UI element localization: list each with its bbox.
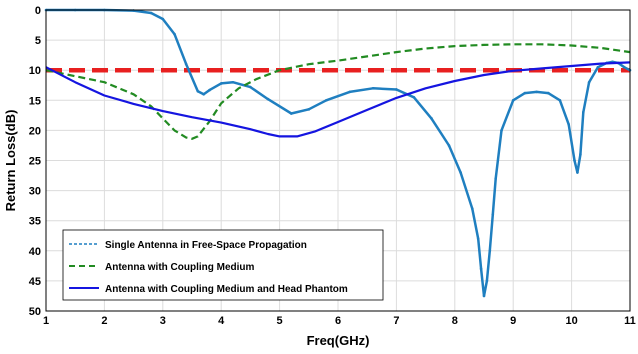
legend: Single Antenna in Free-Space Propagation… xyxy=(62,229,384,301)
legend-entry-free-space: Single Antenna in Free-Space Propagation xyxy=(69,240,307,251)
data-point-free-space xyxy=(231,80,235,84)
y-tick-label: 0 xyxy=(35,5,41,17)
legend-box xyxy=(62,229,384,301)
legend-label-free-space: Single Antenna in Free-Space Propagation xyxy=(105,240,307,251)
data-point-free-space xyxy=(511,99,515,102)
series-lines xyxy=(44,8,632,298)
y-tick-label: 15 xyxy=(29,95,41,107)
data-point-free-space xyxy=(488,249,492,253)
legend-entry-coupling-medium: Antenna with Coupling Medium xyxy=(69,262,255,273)
y-tick-label: 20 xyxy=(29,125,41,137)
y-axis-ticks: 0 5 10 15 20 25 30 35 40 45 50 xyxy=(29,5,41,318)
data-point-free-space xyxy=(535,90,538,94)
y-axis-title: Return Loss(dB) xyxy=(3,110,18,212)
data-point-free-space xyxy=(622,65,626,69)
y-tick-label: 45 xyxy=(29,276,41,288)
data-point-free-space xyxy=(307,108,311,111)
x-tick-label: 6 xyxy=(335,315,341,327)
data-point-free-space xyxy=(219,82,223,85)
data-point-free-space xyxy=(587,80,591,84)
data-point-free-space xyxy=(395,88,398,91)
data-point-free-space xyxy=(579,153,582,156)
data-point-free-space xyxy=(266,97,270,101)
x-tick-label: 7 xyxy=(393,315,399,327)
data-point-free-space xyxy=(459,171,462,174)
data-point-free-space xyxy=(371,86,375,90)
data-point-free-space xyxy=(348,90,351,94)
data-point-free-space xyxy=(173,32,176,36)
data-point-free-space xyxy=(325,99,328,102)
y-tick-label: 30 xyxy=(29,186,41,198)
x-tick-label: 10 xyxy=(565,315,577,327)
data-point-free-space xyxy=(581,111,585,114)
y-tick-label: 40 xyxy=(29,246,41,258)
x-tick-label: 3 xyxy=(160,315,166,327)
y-tick-label: 25 xyxy=(29,156,41,168)
x-tick-label: 4 xyxy=(218,315,225,327)
data-point-free-space xyxy=(430,117,433,120)
y-tick-label: 35 xyxy=(29,216,41,228)
plot-frame xyxy=(45,9,631,312)
data-point-free-space xyxy=(476,237,480,241)
data-point-free-space xyxy=(576,171,579,174)
y-tick-label: 5 xyxy=(35,35,41,47)
data-point-free-space xyxy=(161,17,165,21)
x-tick-label: 1 xyxy=(43,315,49,327)
data-point-free-space xyxy=(482,294,486,298)
y-tick-label: 50 xyxy=(29,306,41,318)
data-point-free-space xyxy=(202,92,205,96)
x-axis-ticks: 1 2 3 4 5 6 7 8 9 10 11 xyxy=(43,315,636,327)
data-point-free-space xyxy=(479,267,483,271)
data-point-free-space xyxy=(149,11,153,15)
data-point-free-space xyxy=(567,123,570,126)
data-point-free-space xyxy=(523,91,527,95)
data-point-free-space xyxy=(471,207,474,210)
data-point-free-space xyxy=(208,88,211,92)
data-point-free-space xyxy=(412,95,416,99)
x-axis-title: Freq(GHz) xyxy=(307,333,370,348)
data-point-free-space xyxy=(491,213,495,216)
data-point-free-space xyxy=(249,85,252,89)
y-tick-label: 10 xyxy=(29,65,41,77)
data-point-free-space xyxy=(558,99,562,102)
data-point-free-space xyxy=(546,91,550,95)
legend-label-head-phantom: Antenna with Coupling Medium and Head Ph… xyxy=(105,284,348,295)
x-tick-label: 5 xyxy=(277,315,283,327)
data-point-free-space xyxy=(184,62,188,66)
data-point-free-space xyxy=(196,89,200,93)
data-point-free-space xyxy=(447,144,451,147)
x-tick-label: 8 xyxy=(452,315,458,327)
series-line-coupling-medium xyxy=(45,43,631,140)
x-tick-label: 2 xyxy=(101,315,107,327)
x-tick-label: 11 xyxy=(624,315,636,327)
series-line-head-phantom xyxy=(45,61,631,138)
legend-label-coupling-medium: Antenna with Coupling Medium xyxy=(105,262,255,273)
data-point-free-space xyxy=(596,65,600,69)
data-point-free-space xyxy=(289,112,293,115)
data-point-free-space xyxy=(485,279,489,283)
data-point-free-space xyxy=(573,159,576,162)
data-point-free-space xyxy=(500,129,503,132)
data-point-free-space xyxy=(494,177,497,180)
legend-entry-head-phantom: Antenna with Coupling Medium and Head Ph… xyxy=(69,284,348,295)
x-tick-label: 9 xyxy=(510,315,516,327)
